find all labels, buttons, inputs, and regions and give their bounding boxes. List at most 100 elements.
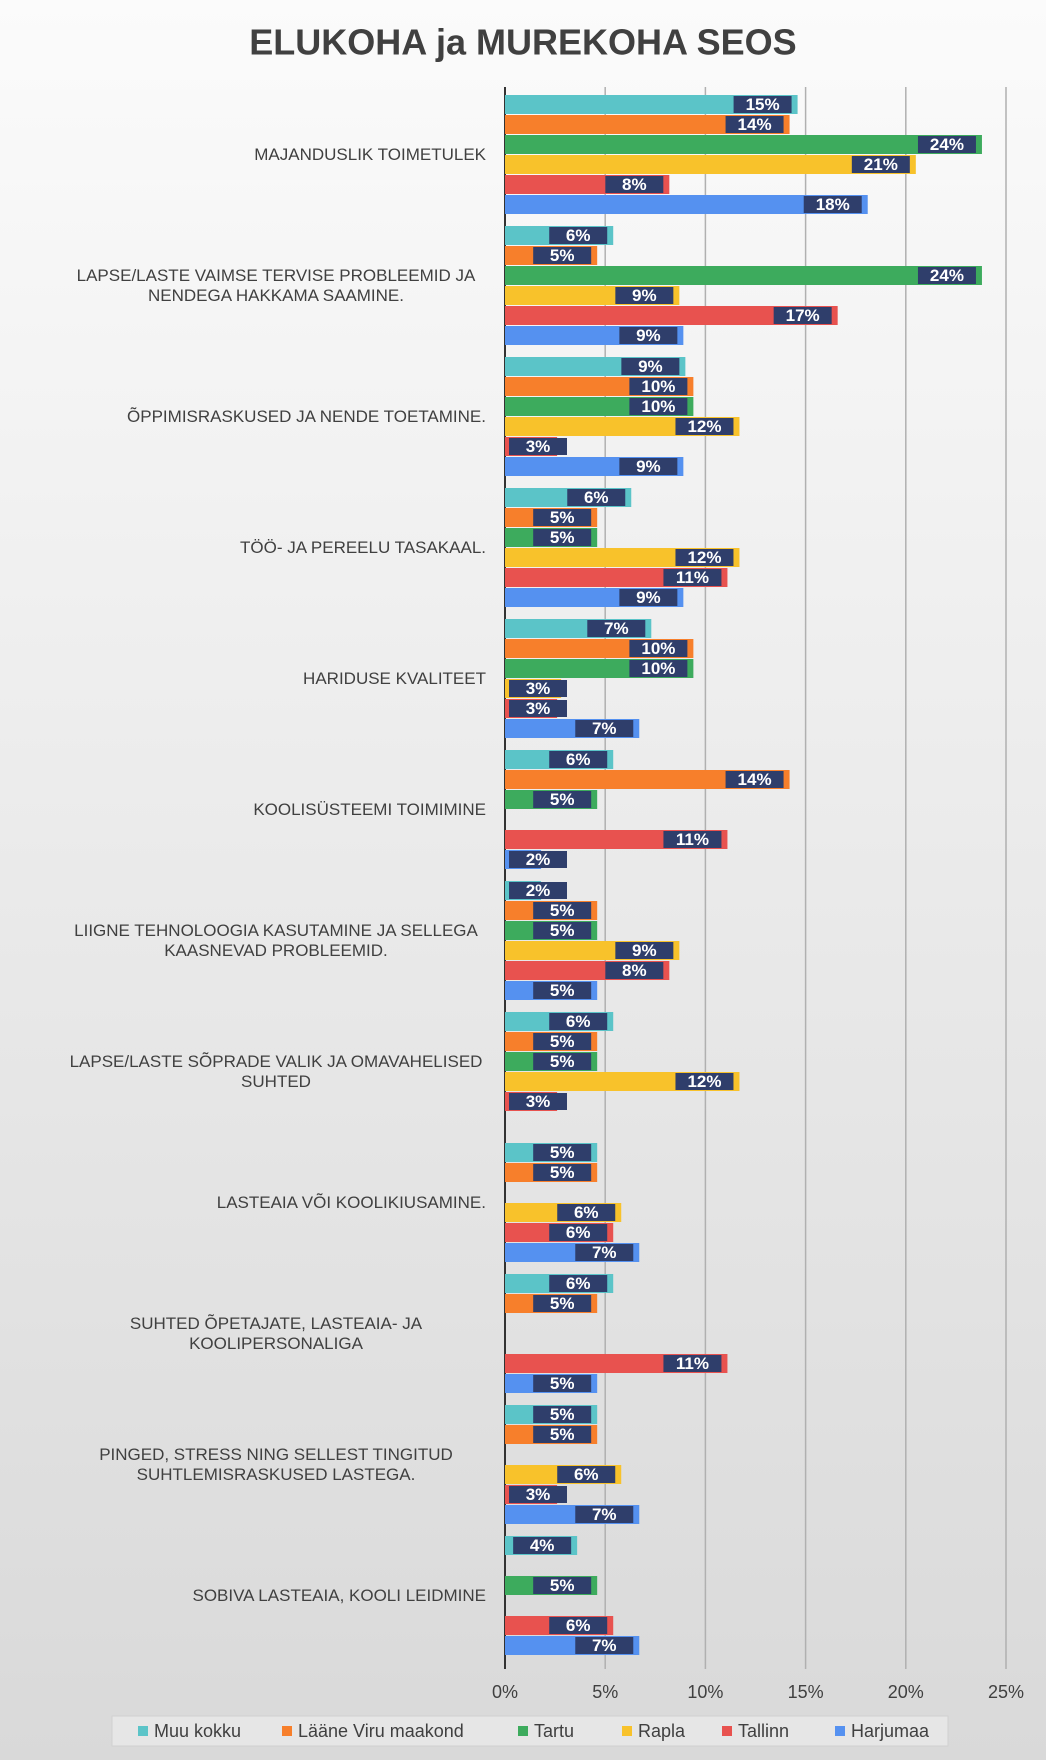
data-label-box [549, 1275, 608, 1292]
data-label-box [629, 660, 688, 677]
data-label-box [725, 771, 784, 788]
data-label-box [549, 751, 608, 768]
data-label-box [725, 116, 784, 133]
data-label: 8% [622, 961, 647, 980]
data-label-box [663, 569, 722, 586]
data-label: 9% [636, 326, 661, 345]
data-label: 9% [636, 588, 661, 607]
data-label: 7% [592, 1243, 617, 1262]
data-label-box [549, 1224, 608, 1241]
data-label-box [621, 358, 680, 375]
data-label: 5% [550, 1425, 575, 1444]
data-label: 5% [550, 921, 575, 940]
legend-swatch [722, 1726, 732, 1736]
data-label: 6% [566, 1012, 591, 1031]
data-label-box [533, 1375, 592, 1392]
bar [505, 770, 790, 789]
data-label: 14% [738, 115, 772, 134]
data-label: 24% [930, 266, 964, 285]
data-label: 4% [530, 1536, 555, 1555]
data-label-box [733, 96, 792, 113]
data-label: 5% [550, 1374, 575, 1393]
category-text: SOBIVA LASTEAIA, KOOLI LEIDMINE [192, 1586, 486, 1605]
data-label-box [851, 156, 910, 173]
data-label: 24% [930, 135, 964, 154]
data-label-box [557, 1466, 616, 1483]
data-label-box [567, 489, 626, 506]
data-label: 17% [786, 306, 820, 325]
category-text: LAPSE/LASTE SÕPRADE VALIK JA OMAVAHELISE… [69, 1052, 483, 1091]
data-label: 3% [526, 1485, 551, 1504]
bar [505, 195, 868, 214]
data-label-box [533, 1406, 592, 1423]
data-label-box [533, 1295, 592, 1312]
data-label: 9% [632, 941, 657, 960]
data-label-box [533, 247, 592, 264]
legend-swatch [282, 1726, 292, 1736]
data-label: 8% [622, 175, 647, 194]
category-label: TÖÖ- JA PEREELU TASAKAAL. [10, 538, 486, 558]
data-label: 12% [687, 417, 721, 436]
data-label: 5% [550, 528, 575, 547]
x-tick-label: 5% [592, 1682, 618, 1702]
data-label: 18% [816, 195, 850, 214]
data-label-box [533, 982, 592, 999]
bar [505, 306, 838, 325]
data-label-box [549, 227, 608, 244]
data-label-box [675, 418, 734, 435]
bar [505, 95, 798, 114]
data-label: 3% [526, 437, 551, 456]
data-label-box [509, 438, 567, 455]
data-label-box [663, 831, 722, 848]
category-label: KOOLISÜSTEEMI TOIMIMINE [10, 800, 486, 820]
category-label: PINGED, STRESS NING SELLEST TINGITUD SUH… [10, 1445, 486, 1485]
bar [505, 135, 982, 154]
category-label: SOBIVA LASTEAIA, KOOLI LEIDMINE [10, 1586, 486, 1606]
data-label-box [509, 1486, 567, 1503]
category-text: MAJANDUSLIK TOIMETULEK [254, 145, 486, 164]
category-label: HARIDUSE KVALITEET [10, 669, 486, 689]
category-text: PINGED, STRESS NING SELLEST TINGITUD SUH… [99, 1445, 453, 1484]
category-text: KOOLISÜSTEEMI TOIMIMINE [253, 800, 486, 819]
data-label: 9% [636, 457, 661, 476]
legend-label: Rapla [638, 1721, 686, 1741]
data-label: 14% [738, 770, 772, 789]
data-label: 5% [550, 1032, 575, 1051]
data-label-box [575, 1637, 634, 1654]
data-label-box [575, 1506, 634, 1523]
x-tick-label: 10% [687, 1682, 723, 1702]
legend-swatch [518, 1726, 528, 1736]
data-label: 6% [574, 1465, 599, 1484]
data-label: 10% [641, 397, 675, 416]
data-label: 5% [550, 790, 575, 809]
data-label: 10% [641, 659, 675, 678]
x-tick-label: 0% [492, 1682, 518, 1702]
legend-label: Lääne Viru maakond [298, 1721, 464, 1741]
data-label: 7% [592, 1636, 617, 1655]
data-label: 3% [526, 1092, 551, 1111]
data-label-box [549, 1617, 608, 1634]
data-label: 5% [550, 1143, 575, 1162]
chart-title: ELUKOHA ja MUREKOHA SEOS [249, 22, 796, 63]
data-label-box [917, 267, 976, 284]
data-label: 10% [641, 639, 675, 658]
data-label-box [509, 882, 567, 899]
data-label: 5% [550, 1405, 575, 1424]
data-label: 2% [526, 850, 551, 869]
data-label: 15% [746, 95, 780, 114]
bar [505, 115, 790, 134]
data-label: 6% [566, 1274, 591, 1293]
data-label: 5% [550, 901, 575, 920]
data-label: 5% [550, 508, 575, 527]
data-label-box [605, 176, 664, 193]
data-label: 5% [550, 1294, 575, 1313]
data-label: 2% [526, 881, 551, 900]
data-label: 3% [526, 679, 551, 698]
data-label-box [513, 1537, 572, 1554]
data-label: 11% [676, 568, 709, 587]
legend-swatch [622, 1726, 632, 1736]
data-label-box [575, 720, 634, 737]
data-label: 6% [566, 1223, 591, 1242]
category-label: LAPSE/LASTE VAIMSE TERVISE PROBLEEMID JA… [10, 266, 486, 306]
